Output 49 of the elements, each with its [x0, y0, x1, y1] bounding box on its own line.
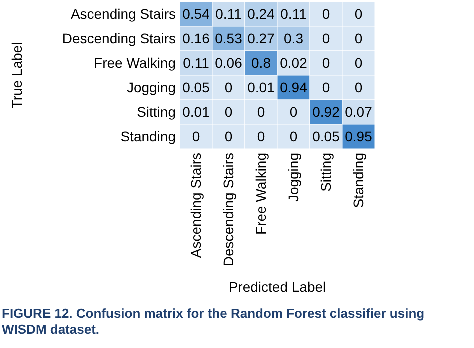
data-label: 0.01 [248, 80, 276, 96]
y-tick-label: Standing [120, 128, 176, 145]
data-label: 0.07 [345, 104, 373, 120]
caption: FIGURE 12. Confusion matrix for the Random Forest classifier using WISDM dataset. [2, 306, 425, 337]
x-tick-label: Standing [350, 153, 367, 208]
y-axis-title: True Label [9, 42, 25, 109]
data-label: 0.3 [284, 30, 304, 47]
data-label: 0.92 [312, 104, 340, 120]
data-label: 0.05 [312, 128, 340, 145]
data-label: 0.01 [182, 104, 210, 120]
x-tick-label: Jogging [286, 153, 302, 202]
data-label: 0.02 [280, 55, 308, 72]
y-tick-label: Jogging [126, 80, 176, 96]
data-label: 0 [322, 30, 330, 47]
y-tick-label: Descending Stairs [62, 30, 176, 47]
data-label: 0.24 [248, 6, 276, 22]
y-tick-label: Free Walking [94, 55, 176, 72]
data-label: 0.11 [280, 6, 308, 22]
data-label: 0.05 [182, 80, 210, 96]
data-label: 0 [224, 80, 233, 96]
data-label: 0.94 [280, 80, 308, 96]
data-label: 0 [224, 104, 233, 120]
data-label: 0.16 [182, 30, 210, 47]
data-label: 0 [224, 128, 233, 145]
data-label: 0 [354, 55, 363, 72]
data-label: 0.53 [215, 30, 243, 47]
data-label: 0 [290, 104, 298, 120]
data-label: 0 [192, 128, 200, 145]
y-tick-label: Sitting [137, 104, 176, 120]
data-label: 0.11 [183, 55, 210, 72]
data-label: 0 [322, 55, 330, 72]
x-axis-title: Predicted Label [228, 279, 326, 295]
data-label: 0 [290, 128, 298, 145]
data-label: 0.06 [215, 55, 243, 72]
data-label: 0.95 [345, 128, 373, 145]
data-label: 0.11 [216, 6, 242, 22]
data-label: 0.27 [248, 30, 276, 47]
x-tick-label: Free Walking [253, 153, 270, 235]
x-tick-label: Sitting [318, 153, 334, 192]
data-label: 0 [322, 80, 330, 96]
data-label: 0 [322, 6, 330, 22]
data-label: 0.54 [182, 6, 210, 22]
data-label: 0 [257, 104, 266, 120]
data-label: 0 [354, 6, 363, 22]
data-label: 0.8 [252, 55, 272, 72]
data-label: 0 [257, 128, 266, 145]
y-tick-label: Ascending Stairs [70, 6, 176, 22]
data-label: 0 [354, 80, 363, 96]
data-label: 0 [354, 30, 363, 47]
